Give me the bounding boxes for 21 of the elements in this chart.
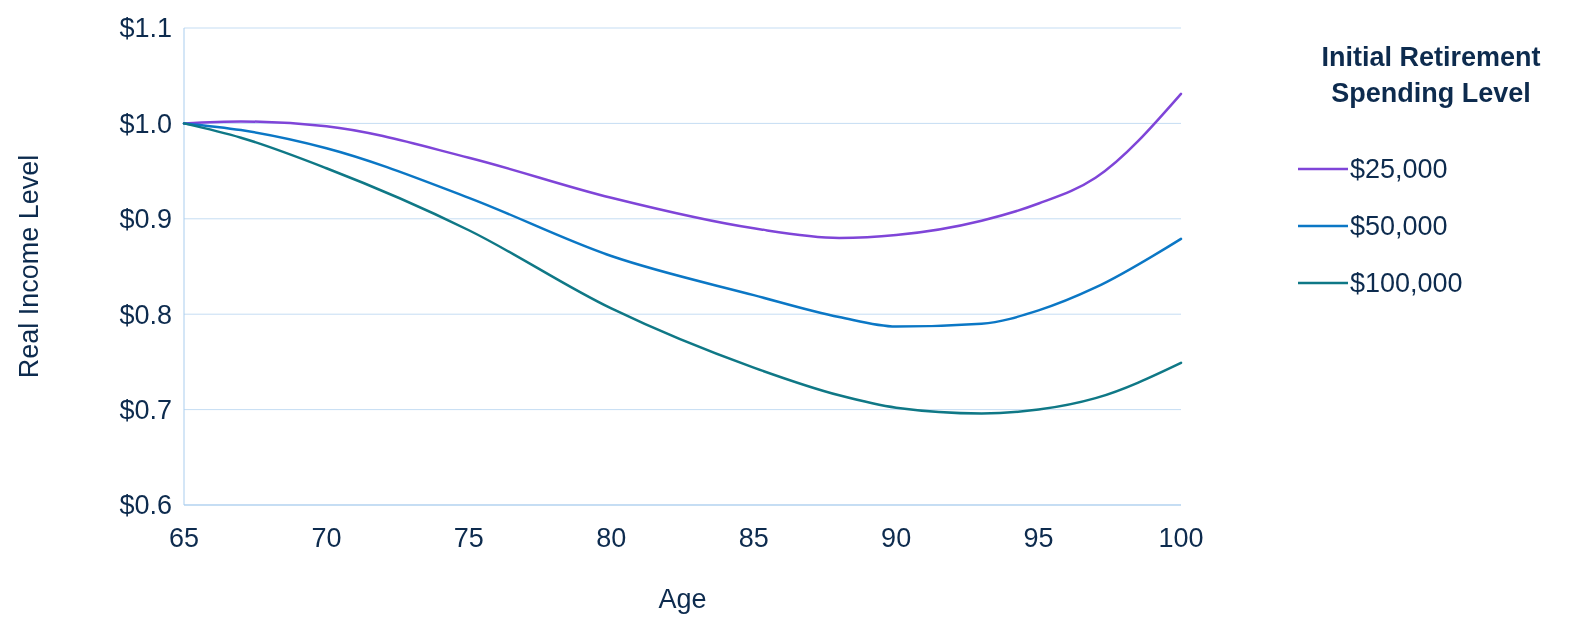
y-tick-label: $0.8: [119, 299, 172, 330]
x-tick-label: 70: [311, 523, 342, 553]
y-tick-label: $0.9: [119, 204, 172, 235]
y-tick-label: $0.6: [119, 490, 172, 521]
x-tick-label: 85: [738, 523, 769, 553]
legend-label: $25,000: [1350, 154, 1448, 185]
line-series: [182, 122, 1183, 415]
y-axis-title: Real Income Level: [14, 154, 44, 379]
legend-title: Initial Retirement Spending Level: [1321, 42, 1541, 108]
x-tick-label: 100: [1158, 523, 1204, 553]
legend-label: $100,000: [1350, 268, 1463, 299]
legend-label: $50,000: [1350, 211, 1448, 242]
y-tick-label: $1.1: [119, 13, 172, 44]
x-tick-label: 75: [453, 523, 484, 553]
x-tick-label: 95: [1023, 523, 1054, 553]
y-tick-label: $1.0: [119, 108, 172, 139]
x-axis-title: Age: [658, 584, 707, 614]
x-tick-label: 65: [168, 523, 200, 553]
x-tick-label: 90: [881, 523, 912, 553]
x-tick-label: 80: [596, 523, 627, 553]
y-tick-label: $0.7: [119, 395, 172, 426]
